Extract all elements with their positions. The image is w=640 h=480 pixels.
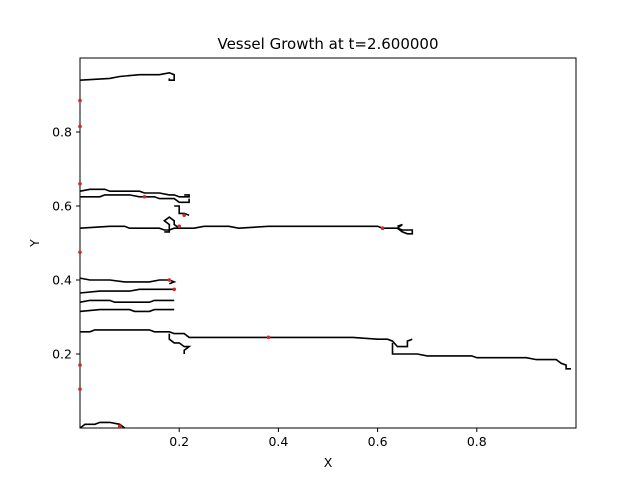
x-tick-label: 0.4 — [268, 434, 288, 449]
x-tick-label: 0.2 — [169, 434, 189, 449]
vessel-line-4 — [79, 223, 414, 235]
vessel-line-11 — [80, 329, 413, 348]
plot-frame — [79, 57, 577, 429]
vessel-tip-1 — [78, 98, 82, 103]
vessel-line-2 — [79, 188, 190, 198]
vessel-tips — [78, 98, 385, 428]
vessel-tip-2 — [78, 124, 82, 129]
plot-area — [78, 57, 577, 429]
y-tick-label: 0.2 — [52, 347, 72, 362]
x-tick-label: 0.6 — [368, 434, 388, 449]
x-axis: 0.2 0.4 0.6 0.8 — [169, 428, 487, 449]
vessel-line-14 — [79, 421, 126, 429]
vessel-line-13 — [391, 342, 571, 370]
y-tick-label: 0.6 — [52, 199, 72, 214]
y-tick-label: 0.8 — [52, 125, 72, 140]
vessel-tip-12 — [172, 287, 177, 292]
y-axis: 0.2 0.4 0.6 0.8 — [52, 125, 80, 362]
y-axis-label: Y — [27, 239, 42, 248]
vessel-tip-5 — [78, 363, 82, 367]
vessel-tip-7 — [142, 194, 147, 199]
chart-title: Vessel Growth at t=2.600000 — [217, 35, 438, 53]
vessel-tip-13 — [266, 335, 271, 340]
x-tick-label: 0.8 — [467, 434, 487, 449]
vessel-tip-8 — [182, 213, 186, 218]
vessel-line-1 — [79, 71, 175, 81]
vessel-line-10 — [79, 308, 175, 313]
vessel-tip-11 — [167, 278, 172, 282]
vessel-line-5 — [174, 205, 190, 217]
vessel-lines — [79, 71, 571, 429]
vessel-tip-4 — [78, 250, 82, 255]
vessel-line-7 — [79, 277, 177, 285]
x-axis-label: X — [324, 455, 333, 470]
vessel-tip-6 — [78, 387, 82, 391]
vessel-tip-3 — [78, 182, 82, 186]
vessel-line-12 — [168, 333, 192, 354]
vessel-tip-10 — [380, 226, 385, 230]
vessel-line-3 — [80, 194, 190, 204]
vessel-line-6 — [162, 216, 180, 233]
vessel-tip-14 — [117, 424, 122, 428]
vessel-tip-9 — [177, 224, 181, 229]
vessel-line-9 — [79, 299, 175, 303]
y-tick-label: 0.4 — [52, 273, 72, 288]
